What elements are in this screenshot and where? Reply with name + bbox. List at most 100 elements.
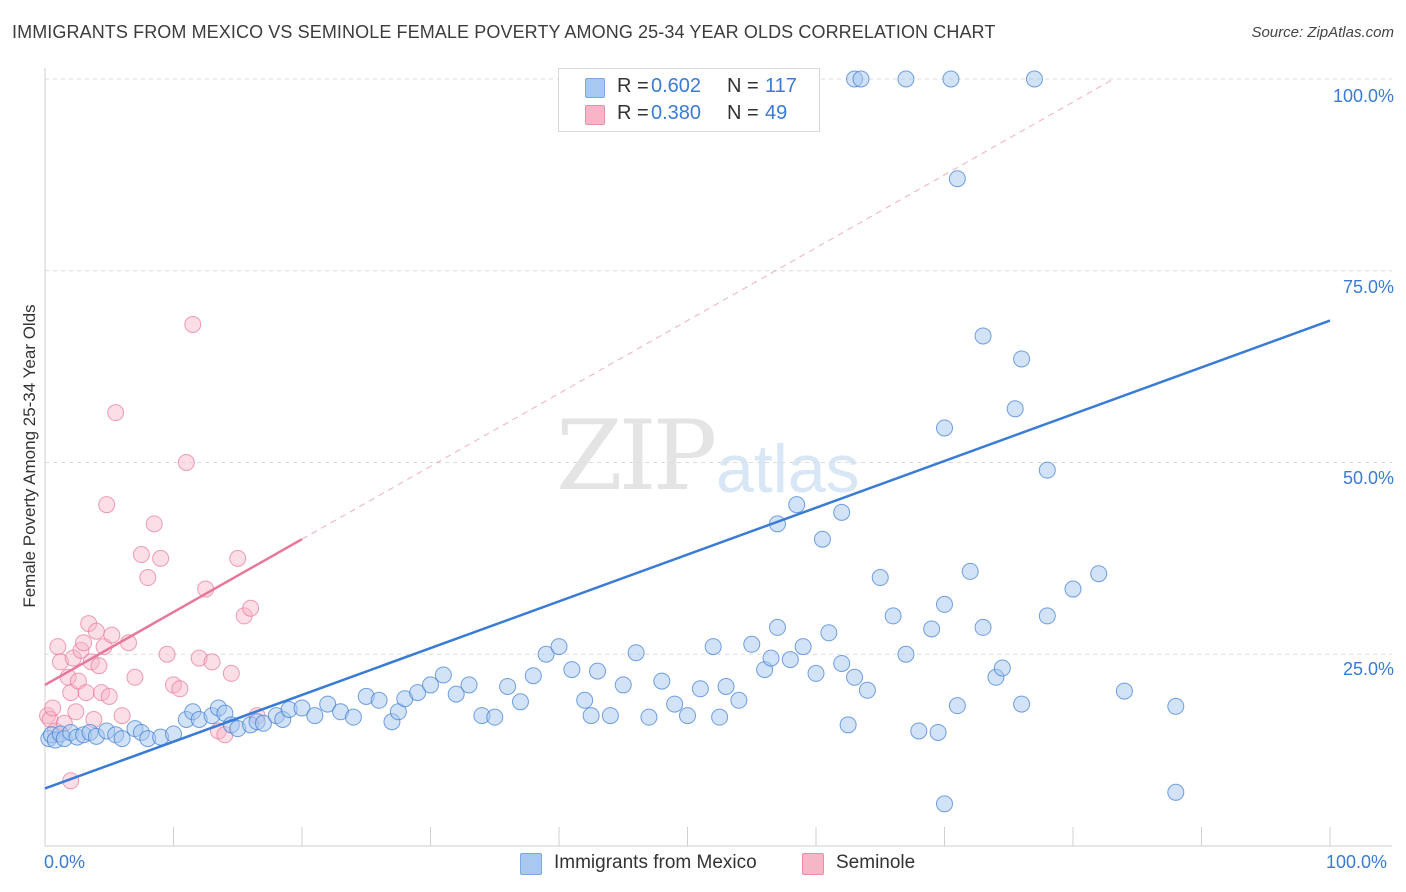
data-point-seminole [90,657,108,675]
data-point-seminole [203,653,221,671]
data-point-mexico [781,651,799,669]
data-point-mexico [499,677,517,695]
bottom-legend-label-mexico: Immigrants from Mexico [554,852,757,873]
trendline-seminole-extension [301,78,1114,540]
data-point-mexico [948,170,966,188]
data-point-mexico [627,644,645,662]
data-point-mexico [897,645,915,663]
chart-title: IMMIGRANTS FROM MEXICO VS SEMINOLE FEMAL… [12,22,996,42]
y-tick-label-25: 25.0% [1342,659,1394,679]
legend-r-label: R = [617,102,649,124]
data-point-seminole [98,496,116,514]
data-point-mexico [254,714,272,732]
data-points [39,70,1185,813]
legend-swatch-seminole [585,105,605,125]
data-point-seminole [145,515,163,533]
trendline-seminole [44,538,303,687]
data-point-seminole [44,699,62,717]
data-point-seminole [113,707,131,725]
data-point-mexico [601,707,619,725]
data-point-seminole [190,649,208,667]
data-point-mexico [833,654,851,672]
data-point-mexico [653,672,671,690]
data-point-mexico [1038,461,1056,479]
chart-source: Source: ZipAtlas.com [1251,24,1394,41]
legend-n-value: 117 [765,75,797,97]
data-point-mexico [897,70,915,88]
data-point-mexico [679,707,696,725]
legend-n-label: N = [727,75,759,97]
data-point-mexico [524,667,542,685]
legend-n-value: 49 [765,102,788,124]
data-point-seminole [87,622,105,640]
data-point-seminole [93,684,111,702]
data-point-mexico [961,562,979,580]
data-point-mexico [1006,400,1024,418]
legend-r-label: R = [617,75,649,97]
data-point-mexico [974,618,992,636]
legend-n-label: N = [727,102,759,124]
data-point-mexico [846,668,864,686]
data-point-mexico [807,664,825,682]
data-point-mexico [743,635,761,653]
bottom-legend-label-seminole: Seminole [836,852,916,873]
y-axis-label: Female Poverty Among 25-34 Year Olds [20,304,39,608]
data-point-mexico [486,708,504,726]
data-point-seminole [100,687,118,705]
correlation-legend: R = 0.602 N = 117 R = 0.380 N = 49 [558,68,820,132]
data-point-seminole [75,634,93,652]
data-point-mexico [974,327,992,345]
legend-r-value: 0.380 [651,102,702,124]
y-tick-label-50: 50.0% [1342,468,1394,488]
data-point-mexico [794,638,812,656]
data-point-mexico [711,708,729,726]
data-point-mexico [409,684,427,702]
data-point-seminole [139,569,157,587]
data-point-seminole [126,668,144,686]
data-point-mexico [1167,697,1185,715]
data-point-seminole [77,684,95,702]
data-point-mexico [614,676,632,694]
data-point-mexico [884,607,902,625]
data-point-mexico [813,530,831,548]
x-tick-label-0: 0.0% [44,852,86,872]
data-point-seminole [107,404,125,422]
data-point-mexico [1115,682,1133,700]
data-point-mexico [1013,350,1031,368]
data-point-mexico [923,620,941,638]
data-point-seminole [49,638,67,656]
data-point-mexico [910,722,928,740]
data-point-mexico [1025,70,1043,88]
data-point-mexico [293,699,311,717]
data-point-seminole [171,680,189,698]
data-point-mexico [852,70,870,88]
data-point-mexico [582,707,600,725]
data-point-mexico [762,649,780,667]
data-point-mexico [434,666,452,684]
data-point-seminole [67,703,85,721]
data-point-mexico [422,676,439,694]
y-tick-label-100: 100.0% [1332,86,1394,106]
data-point-mexico [460,676,478,694]
bottom-legend-swatch-mexico [520,853,542,875]
data-point-mexico [858,681,876,699]
x-tick-label-100: 100.0% [1326,852,1388,872]
data-point-mexico [1090,565,1108,583]
data-point-mexico [511,693,529,711]
data-point-mexico [871,569,889,587]
data-point-mexico [820,624,838,642]
legend-row-mexico: R = 0.602 N = 117 [559,73,819,101]
data-point-seminole [229,549,247,567]
data-point-mexico [839,716,857,734]
legend-swatch-mexico [585,78,605,98]
data-point-seminole [158,645,176,663]
data-point-seminole [103,626,121,644]
data-point-mexico [344,708,362,726]
data-point-mexico [768,618,786,636]
data-point-mexico [993,659,1011,677]
data-point-mexico [666,695,684,713]
data-point-seminole [152,549,170,567]
legend-row-seminole: R = 0.380 N = 49 [559,100,819,128]
data-point-mexico [113,730,131,748]
